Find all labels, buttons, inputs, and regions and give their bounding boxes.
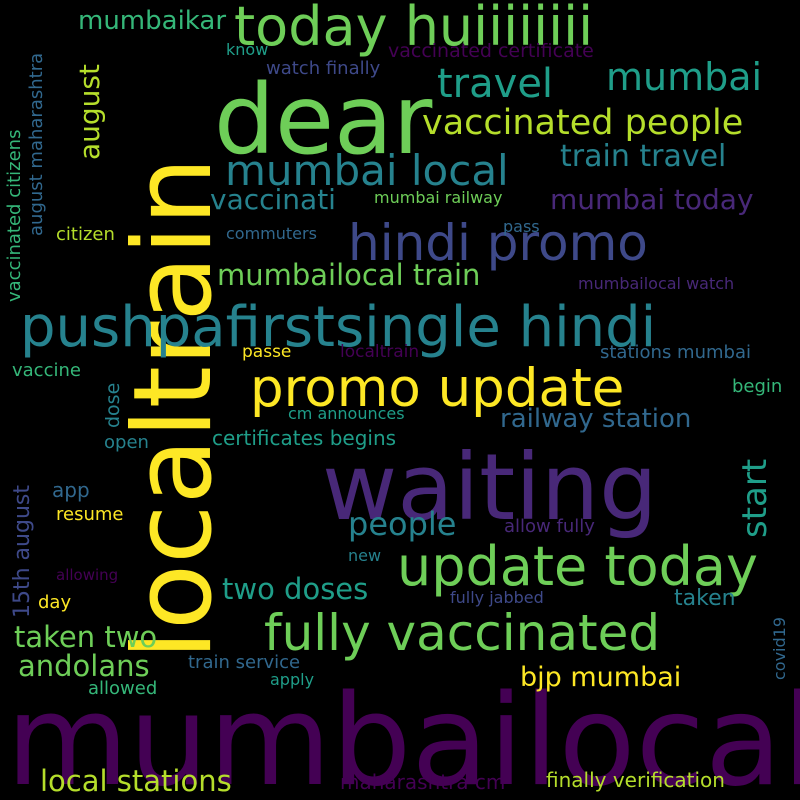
word-mumbaikar: mumbaikar bbox=[78, 8, 226, 34]
word-commuters: commuters bbox=[226, 226, 317, 242]
word-15th-august: 15th august bbox=[12, 485, 34, 618]
word-two-doses: two doses bbox=[222, 575, 368, 604]
word-stations-mumbai: stations mumbai bbox=[600, 344, 751, 362]
word-day: day bbox=[38, 594, 71, 612]
word-resume: resume bbox=[56, 506, 123, 524]
word-mumbai: mumbai bbox=[606, 58, 762, 96]
word-local-stations: local stations bbox=[40, 767, 232, 796]
word-taken: taken bbox=[674, 588, 736, 610]
word-passe: passe bbox=[242, 344, 291, 361]
word-begin: begin bbox=[732, 378, 782, 396]
word-mumbailocal-train: mumbailocal train bbox=[217, 261, 480, 290]
word-open: open bbox=[104, 434, 149, 452]
word-allowed: allowed bbox=[88, 680, 157, 698]
word-taken-two: taken two bbox=[14, 623, 157, 652]
word-vaccinated-citizens: vaccinated citizens bbox=[6, 130, 24, 302]
word-mumbai-railway: mumbai railway bbox=[374, 190, 502, 206]
word-start: start bbox=[738, 459, 772, 538]
word-covid19: covid19 bbox=[772, 617, 788, 680]
word-apply: apply bbox=[270, 672, 314, 688]
word-finally-verification: finally verification bbox=[546, 770, 725, 790]
word-vaccinated-certificate: vaccinated certificate bbox=[388, 42, 594, 61]
word-fully-vaccinated: fully vaccinated bbox=[264, 608, 660, 658]
word-app: app bbox=[52, 480, 90, 500]
word-cm-announces: cm announces bbox=[288, 406, 405, 422]
word-allow-fully: allow fully bbox=[504, 518, 595, 536]
word-watch-finally: watch finally bbox=[266, 60, 380, 78]
word-andolans: andolans bbox=[18, 652, 150, 681]
word-dose: dose bbox=[104, 383, 123, 428]
word-citizen: citizen bbox=[56, 226, 115, 244]
word-august: august bbox=[76, 64, 104, 160]
word-know: know bbox=[226, 42, 268, 58]
word-mumbailocal-watch: mumbailocal watch bbox=[578, 276, 734, 292]
word-localtrain: localtrain bbox=[120, 157, 228, 660]
word-vaccinati: vaccinati bbox=[210, 186, 336, 214]
word-vaccine: vaccine bbox=[12, 362, 81, 380]
word-fully-jabbed: fully jabbed bbox=[450, 590, 544, 606]
word-pushpafirstsingle-hindi: pushpafirstsingle hindi bbox=[20, 300, 656, 356]
word-certificates-begins: certificates begins bbox=[212, 428, 396, 448]
word-vaccinated-people: vaccinated people bbox=[422, 106, 743, 141]
word-railway-station: railway station bbox=[500, 406, 691, 432]
word-mumbai-today: mumbai today bbox=[550, 186, 754, 214]
word-train-travel: train travel bbox=[560, 142, 726, 172]
word-people: people bbox=[348, 508, 456, 540]
word-travel: travel bbox=[437, 64, 553, 104]
word-bjp-mumbai: bjp mumbai bbox=[520, 664, 681, 691]
word-maharashtra-cm: maharashtra cm bbox=[340, 772, 505, 792]
word-allowing: allowing bbox=[56, 568, 118, 583]
word-localtrain-small: localtrain bbox=[340, 344, 419, 361]
word-pass: pass bbox=[503, 219, 540, 235]
word-new: new bbox=[348, 548, 381, 564]
word-august-maharashtra: august maharashtra bbox=[28, 53, 46, 236]
